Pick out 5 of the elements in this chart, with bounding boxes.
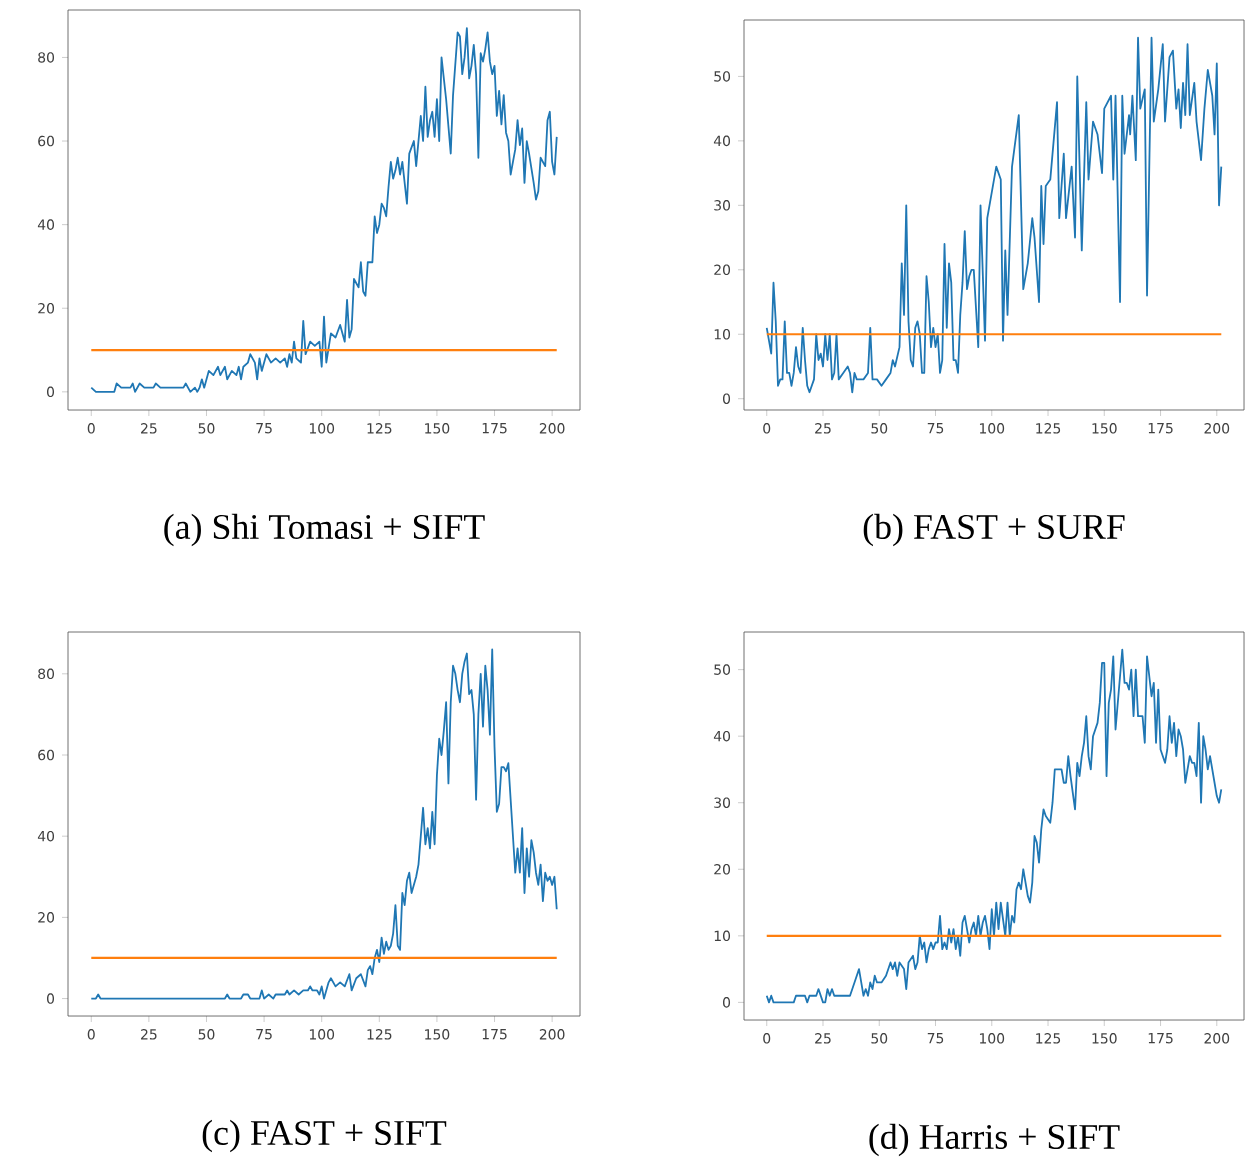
line-series: [765, 36, 1223, 394]
text: (d) Harris + SIFT: [869, 1123, 1120, 1157]
text: (b) FAST + SURF: [863, 513, 1125, 547]
text: (c) FAST + SIFT: [202, 1119, 447, 1153]
text: (a) Shi Tomasi + SIFT: [164, 513, 485, 547]
